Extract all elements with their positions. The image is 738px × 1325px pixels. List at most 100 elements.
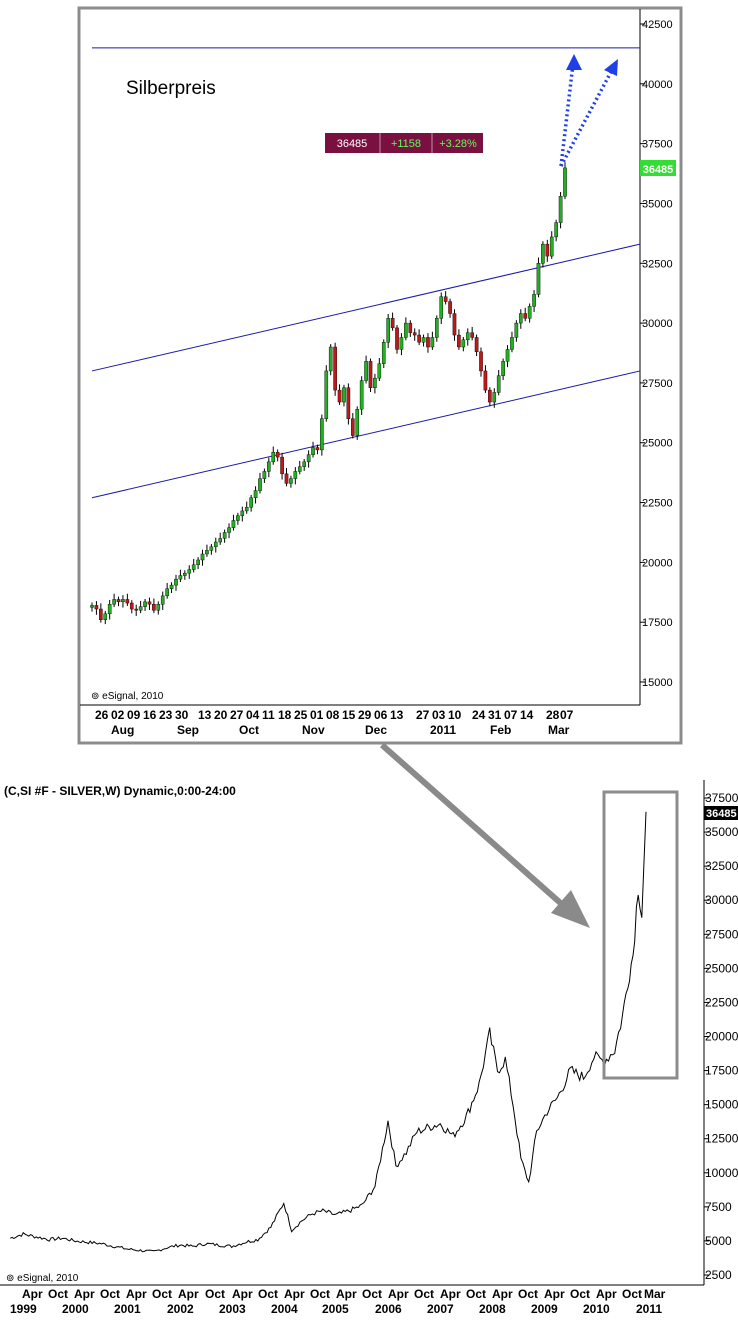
candle-body	[205, 550, 209, 555]
candle-body	[443, 296, 448, 302]
candle-body	[452, 313, 457, 336]
bottom-x-month-label: Apr	[596, 1287, 617, 1301]
top-y-tick-label: 22500	[642, 498, 673, 510]
candle-body	[523, 313, 528, 319]
bottom-x-month-label: Oct	[570, 1287, 590, 1301]
bottom-y-tick-label: 22500	[705, 995, 738, 1009]
connector-arrow-line	[380, 742, 567, 910]
bottom-chart-title: (C,SI #F - SILVER,W) Dynamic,0:00-24:00	[4, 784, 236, 798]
candle-body	[359, 380, 364, 410]
bottom-x-year-label: 2001	[114, 1302, 141, 1316]
top-y-tick-label: 32500	[642, 258, 673, 270]
candle-body	[333, 346, 337, 391]
top-x-month-label: 2011	[430, 723, 456, 737]
candle-body	[236, 515, 240, 521]
candle-body	[373, 377, 377, 388]
candle-body	[94, 605, 99, 610]
candle-body	[461, 339, 466, 348]
candle-body	[200, 553, 205, 561]
candle-body	[439, 296, 444, 319]
candle-body	[275, 452, 280, 458]
candle-body	[324, 370, 329, 420]
candle-body	[222, 532, 227, 539]
bottom-y-tick-label: 7500	[705, 1200, 732, 1214]
bottom-x-year-label: 2010	[583, 1302, 610, 1316]
top-x-day-label: 02	[111, 708, 125, 722]
top-x-month-label: Oct	[239, 723, 259, 737]
candle-body	[355, 409, 360, 436]
candle-body	[169, 584, 174, 589]
top-x-day-label: 15	[342, 708, 356, 722]
candle-body	[306, 454, 311, 463]
candle-body	[483, 370, 488, 391]
candle-body	[160, 595, 165, 605]
candle-body	[107, 604, 112, 615]
forecast-arrowhead	[604, 59, 618, 76]
candle-body	[231, 520, 236, 528]
bottom-x-month-label: Oct	[310, 1287, 330, 1301]
quote-last: 36485	[337, 138, 368, 150]
copyright-icon: ⊚	[91, 691, 102, 702]
candle-body	[143, 601, 147, 607]
candle-body	[134, 608, 139, 611]
top-watermark-text: eSignal, 2010	[102, 691, 164, 702]
candle-body	[302, 461, 306, 467]
bottom-watermark-text: eSignal, 2010	[17, 1273, 79, 1284]
bottom-x-year-label: 2009	[531, 1302, 558, 1316]
candle-body	[178, 575, 183, 580]
top-last-price-tag	[640, 160, 676, 176]
bottom-y-tick-label: 35000	[705, 825, 738, 839]
candle-body	[404, 322, 408, 338]
candle-body	[563, 167, 567, 197]
candle-body	[408, 322, 413, 333]
top-chart-panel: Silberpreis 4250040000375003500032500300…	[77, 6, 683, 745]
bottom-y-tick-label: 12500	[705, 1132, 738, 1146]
top-x-month-label: Mar	[548, 723, 570, 737]
bottom-x-month-label: Apr	[492, 1287, 513, 1301]
bottom-y-tick-label: 32500	[705, 859, 738, 873]
top-x-day-label: 18	[278, 708, 292, 722]
candle-body	[346, 387, 351, 420]
candle-body	[90, 605, 94, 608]
bottom-x-axis-years: 1999 2000 2001 2002 2003 2004 2005 2006 2007 2008…	[10, 1302, 662, 1316]
top-x-axis-days: 26 02 09 16 23 30 13 20 27 04 11 18 25 01 08 15 29 06 13 27…	[95, 708, 574, 722]
candle-body	[152, 604, 156, 611]
top-x-day-label: 29	[358, 708, 372, 722]
bottom-y-tick-label: 15000	[705, 1098, 738, 1112]
top-y-tick-label: 27500	[642, 378, 673, 390]
bottom-x-month-label: Apr	[22, 1287, 43, 1301]
candle-body	[351, 418, 355, 436]
candle-body	[293, 471, 298, 479]
bottom-x-year-label: 2006	[375, 1302, 402, 1316]
candle-body	[116, 599, 121, 603]
top-y-tick-label: 20000	[642, 557, 673, 569]
top-x-day-label: 10	[448, 708, 462, 722]
quote-change-pct: +3.28%	[439, 138, 477, 150]
quote-box: 36485 +1158 +3.28%	[325, 133, 483, 153]
bottom-x-year-label: 2002	[167, 1302, 194, 1316]
top-x-day-label: 08	[326, 708, 340, 722]
silver-weekly-line	[10, 811, 647, 1253]
bottom-last-price-tag	[704, 806, 738, 820]
bottom-y-tick-label: 10000	[705, 1166, 738, 1180]
bottom-x-month-label: Oct	[362, 1287, 382, 1301]
candle-body	[121, 599, 125, 603]
bottom-x-year-label: 2003	[219, 1302, 246, 1316]
top-x-month-label: Aug	[111, 723, 134, 737]
candle-body	[435, 318, 439, 338]
candle-body	[549, 236, 554, 257]
connector-arrowhead	[551, 890, 590, 928]
candle-body	[174, 578, 178, 586]
top-last-price-label: 36485	[643, 164, 674, 176]
candle-body	[386, 318, 390, 343]
candle-body	[297, 466, 302, 472]
connector-arrow	[380, 742, 590, 928]
candle-body	[196, 559, 200, 565]
top-x-month-label: Feb	[490, 723, 511, 737]
candle-body	[527, 306, 532, 319]
candle-body	[267, 461, 271, 472]
candle-body	[289, 478, 293, 484]
candle-body	[417, 334, 421, 343]
candle-body	[103, 613, 108, 620]
candle-body	[129, 602, 134, 610]
